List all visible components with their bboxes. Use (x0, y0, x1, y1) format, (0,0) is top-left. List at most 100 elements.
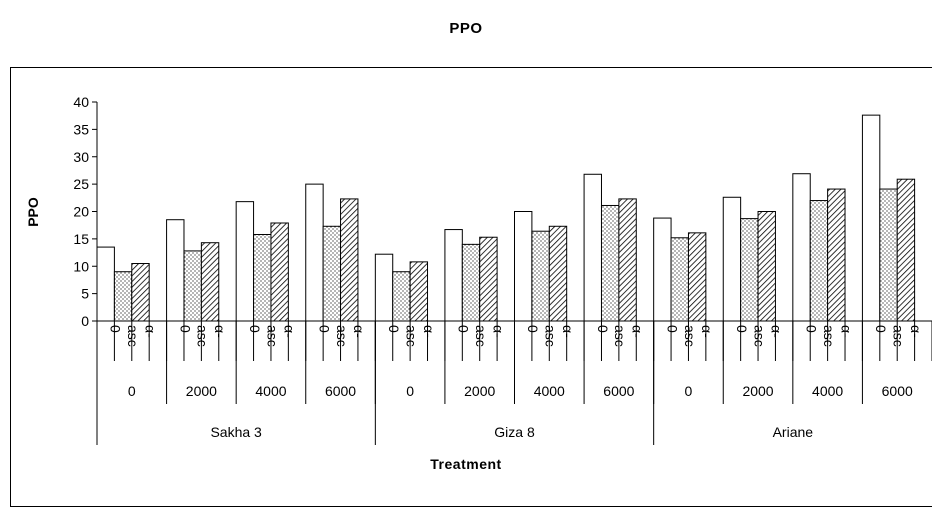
bar-α- (687, 232, 707, 322)
treatment-tick-label: 0 (456, 325, 472, 333)
treatment-tick-label: α- (490, 325, 506, 338)
treatment-tick-label: asc (403, 325, 419, 347)
chart-title: PPO (449, 20, 483, 37)
treatment-tick-label: α- (142, 325, 158, 338)
bar-α- (757, 211, 776, 322)
treatment-tick-label: α- (838, 325, 854, 338)
treatment-tick-label: asc (195, 325, 211, 347)
y-tick-label: 30 (73, 149, 89, 165)
dose-tick-label: 6000 (882, 383, 913, 399)
dose-tick-label: 2000 (464, 383, 495, 399)
dose-tick-label: 6000 (603, 383, 634, 399)
dose-tick-label: 4000 (255, 383, 286, 399)
treatment-tick-label: 0 (873, 325, 889, 333)
dose-tick-label: 6000 (325, 383, 356, 399)
bar-0 (96, 246, 115, 322)
bar-0 (444, 229, 463, 322)
treatment-tick-label: α- (908, 325, 924, 338)
bar-asc (740, 218, 759, 322)
bar-α- (200, 242, 220, 322)
dose-tick-label: 4000 (534, 383, 565, 399)
treatment-tick-label: asc (125, 325, 141, 347)
treatment-tick-label: 0 (664, 325, 680, 333)
bar-0 (653, 217, 672, 322)
dose-tick-label: 0 (128, 383, 136, 399)
y-tick-label: 10 (73, 258, 89, 274)
bar-asc (809, 200, 829, 322)
treatment-tick-label: asc (612, 325, 628, 347)
treatment-tick-label: α- (421, 325, 437, 338)
treatment-tick-label: 0 (525, 325, 541, 333)
bar-asc (113, 271, 133, 322)
dose-tick-label: 2000 (186, 383, 217, 399)
bar-α- (131, 263, 150, 322)
treatment-tick-label: asc (334, 325, 350, 347)
bar-0 (722, 196, 742, 322)
bar-asc (600, 204, 620, 322)
bar-asc (322, 225, 342, 322)
variety-tick-label: Ariane (773, 424, 814, 440)
treatment-tick-label: 0 (108, 325, 124, 333)
bar-asc (461, 243, 481, 322)
treatment-tick-label: α- (560, 325, 576, 338)
y-axis-label: PPO (25, 197, 41, 227)
bar-α- (618, 198, 637, 322)
bar-asc (253, 233, 272, 322)
bar-0 (792, 173, 811, 322)
bar-α- (409, 261, 429, 322)
treatment-tick-label: α- (630, 325, 646, 338)
treatment-tick-label: asc (264, 325, 280, 347)
dose-tick-label: 2000 (742, 383, 773, 399)
y-tick-label: 20 (73, 204, 89, 220)
dose-tick-label: 0 (685, 383, 693, 399)
bar-0 (166, 219, 185, 322)
treatment-tick-label: asc (543, 325, 559, 347)
bar-0 (583, 173, 602, 322)
variety-tick-label: Sakha 3 (210, 424, 262, 440)
treatment-tick-label: asc (821, 325, 837, 347)
bar-α- (270, 222, 289, 322)
bar-α- (340, 198, 359, 322)
x-axis-label: Treatment (430, 456, 502, 472)
y-tick-label: 35 (73, 121, 89, 137)
bar-asc (670, 237, 689, 322)
treatment-tick-label: 0 (247, 325, 263, 333)
bar-asc (879, 188, 898, 322)
bar-asc (531, 230, 550, 322)
y-tick-label: 25 (73, 176, 89, 192)
bar-asc (183, 250, 202, 322)
y-tick-label: 0 (81, 313, 89, 329)
treatment-tick-label: 0 (386, 325, 402, 333)
bar-α- (548, 225, 568, 322)
treatment-tick-label: asc (751, 325, 767, 347)
y-tick-label: 5 (81, 286, 89, 302)
variety-tick-label: Giza 8 (494, 424, 535, 440)
bar-0 (374, 253, 394, 322)
dose-tick-label: 4000 (812, 383, 843, 399)
y-tick-label: 15 (73, 231, 89, 247)
treatment-tick-label: asc (473, 325, 489, 347)
treatment-tick-label: asc (891, 325, 907, 347)
treatment-tick-label: 0 (177, 325, 193, 333)
dose-tick-label: 0 (406, 383, 414, 399)
bar-α- (479, 236, 498, 322)
treatment-tick-label: α- (769, 325, 785, 338)
treatment-tick-label: α- (282, 325, 298, 338)
y-tick-label: 40 (73, 94, 89, 110)
bar-0 (305, 183, 324, 322)
treatment-tick-label: α- (699, 325, 715, 338)
bar-0 (861, 114, 881, 322)
bar-0 (514, 211, 533, 322)
treatment-tick-label: asc (682, 325, 698, 347)
treatment-tick-label: 0 (316, 325, 332, 333)
treatment-tick-label: α- (212, 325, 228, 338)
treatment-tick-label: α- (351, 325, 367, 338)
bar-α- (827, 188, 846, 322)
bar-α- (896, 178, 916, 322)
bar-0 (235, 201, 255, 322)
treatment-tick-label: 0 (804, 325, 820, 333)
bar-asc (392, 271, 411, 322)
treatment-tick-label: 0 (595, 325, 611, 333)
treatment-tick-label: 0 (734, 325, 750, 333)
